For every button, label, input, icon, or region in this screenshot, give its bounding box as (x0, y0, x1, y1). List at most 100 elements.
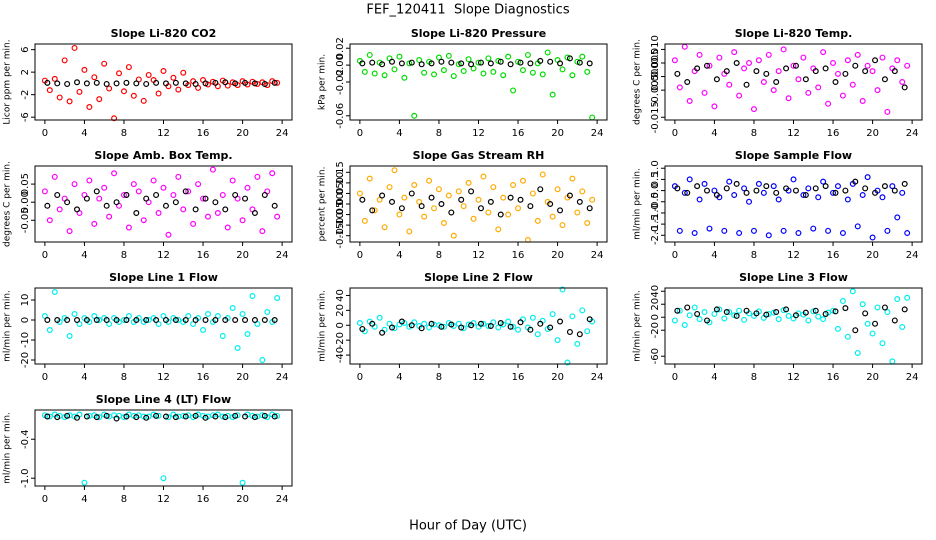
point (359, 196, 366, 203)
x-tick-label: 8 (121, 250, 127, 261)
point (274, 79, 281, 86)
point (852, 178, 859, 185)
point (904, 230, 911, 237)
point (872, 57, 879, 64)
point (822, 65, 829, 72)
point (391, 167, 398, 174)
point (46, 217, 53, 224)
point (438, 323, 445, 330)
y-axis-label: percent per min. (318, 167, 328, 242)
point (153, 317, 160, 324)
point (529, 190, 536, 197)
point (839, 92, 846, 99)
point (815, 313, 822, 320)
point (271, 413, 278, 420)
point (91, 74, 98, 81)
point (431, 205, 438, 212)
point (356, 320, 363, 327)
point (172, 414, 179, 421)
point (684, 78, 691, 85)
point (56, 206, 63, 213)
x-tick-label: 8 (121, 128, 127, 139)
point (785, 312, 792, 319)
point (172, 79, 179, 86)
point (411, 112, 418, 119)
x-tick-label: 4 (396, 250, 402, 261)
point (527, 203, 534, 210)
point (686, 97, 693, 104)
point (381, 72, 388, 79)
point (547, 324, 554, 331)
point (150, 177, 157, 184)
point (106, 85, 113, 92)
point (783, 306, 790, 313)
point (239, 311, 246, 318)
x-tick-label: 0 (672, 128, 678, 139)
point (872, 189, 879, 196)
point (359, 60, 366, 67)
point (96, 317, 103, 324)
point (510, 87, 517, 94)
point (74, 414, 81, 421)
point (780, 227, 787, 234)
point (566, 55, 573, 62)
x-tick-label: 12 (787, 372, 800, 383)
point (726, 309, 733, 316)
panel-title: Slope Line 2 Flow (424, 271, 533, 284)
point (770, 183, 777, 190)
point (704, 187, 711, 194)
point (773, 78, 780, 85)
point (182, 317, 189, 324)
point (41, 188, 48, 195)
point (468, 322, 475, 329)
point (584, 328, 591, 335)
point (901, 180, 908, 187)
point (674, 185, 681, 192)
point (445, 52, 452, 59)
point (497, 58, 504, 65)
point (202, 80, 209, 87)
point (743, 307, 750, 314)
point (153, 191, 160, 198)
point (66, 333, 73, 340)
point (899, 323, 906, 330)
point (185, 188, 192, 195)
y-tick-label: -0.005 (650, 74, 661, 106)
point (711, 103, 718, 110)
x-tick-label: 20 (866, 128, 879, 139)
point (111, 115, 118, 122)
point (116, 70, 123, 77)
point (586, 205, 593, 212)
point (204, 311, 211, 318)
y-tick-label: 0 (650, 314, 661, 320)
point (537, 186, 544, 193)
point (54, 191, 61, 198)
point (480, 70, 487, 77)
point (485, 209, 492, 216)
point (242, 195, 249, 202)
point (537, 320, 544, 327)
point (222, 206, 229, 213)
x-tick-label: 12 (472, 128, 485, 139)
point (153, 79, 160, 86)
point (83, 413, 90, 420)
point (125, 224, 132, 231)
point (862, 68, 869, 75)
point (524, 51, 531, 58)
point (854, 51, 861, 58)
point (842, 187, 849, 194)
point (242, 79, 249, 86)
y-tick-label: 10 (20, 294, 31, 307)
x-tick-label: 24 (906, 128, 919, 139)
point (101, 184, 108, 191)
point (904, 62, 911, 69)
point (723, 309, 730, 316)
y-axis-label: kPa per min. (318, 54, 328, 110)
x-tick-label: 0 (42, 372, 48, 383)
point (859, 97, 866, 104)
point (795, 76, 802, 83)
point (261, 317, 268, 324)
point (74, 79, 81, 86)
x-tick-label: 4 (396, 372, 402, 383)
point (574, 209, 581, 216)
